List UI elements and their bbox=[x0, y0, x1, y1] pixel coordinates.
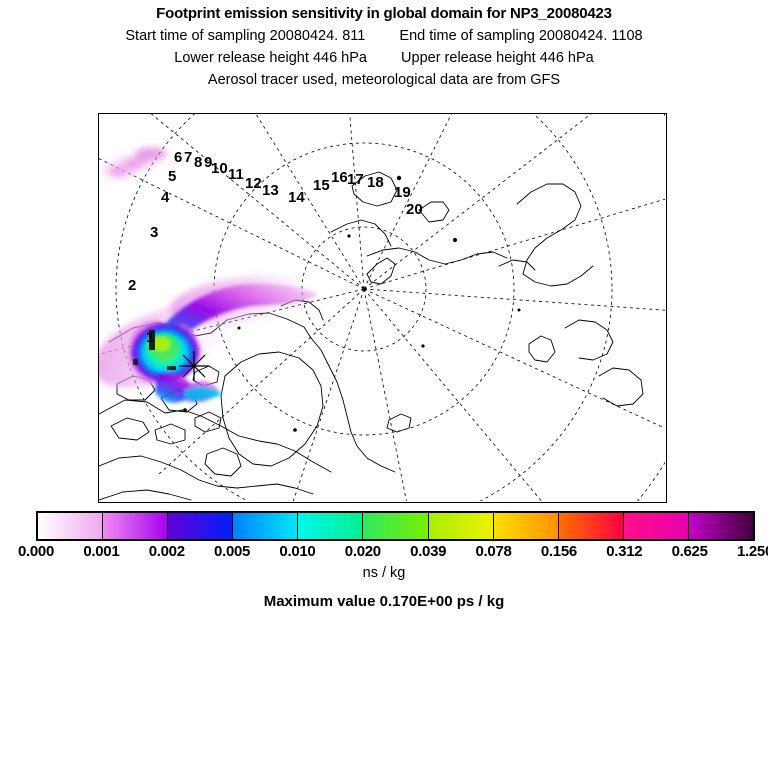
colorbar-tick-8: 0.156 bbox=[540, 543, 577, 560]
lower-release-label: Lower release height bbox=[174, 50, 309, 66]
start-time-value: 20080424. 811 bbox=[269, 28, 366, 44]
colorbar-tick-10: 0.625 bbox=[671, 543, 708, 560]
trajectory-label-12: 12 bbox=[245, 175, 262, 192]
trajectory-label-5: 5 bbox=[168, 168, 177, 185]
colorbar-tick-5: 0.020 bbox=[344, 543, 381, 560]
trajectory-label-15: 15 bbox=[313, 177, 330, 194]
end-time-label: End time of sampling bbox=[399, 28, 535, 44]
colorbar-tick-1: 0.001 bbox=[83, 543, 120, 560]
graticule-parallels bbox=[115, 114, 665, 501]
colorbar-segment-7 bbox=[493, 513, 559, 539]
page-title: Footprint emission sensitivity in global… bbox=[156, 5, 612, 22]
map-plot-area bbox=[98, 113, 667, 503]
trajectory-label-4: 4 bbox=[161, 189, 170, 206]
trajectory-label-2: 2 bbox=[128, 277, 137, 294]
trajectory-label-13: 13 bbox=[262, 182, 279, 199]
trajectory-label-19: 19 bbox=[394, 184, 411, 201]
upper-release-value: 446 hPa bbox=[539, 50, 594, 66]
trajectory-label-14: 14 bbox=[288, 189, 305, 206]
colorbar-gradient bbox=[36, 511, 755, 541]
colorbar-segment-9 bbox=[623, 513, 689, 539]
start-time-label: Start time of sampling bbox=[125, 28, 266, 44]
colorbar-segment-8 bbox=[558, 513, 624, 539]
trajectory-label-11: 11 bbox=[228, 166, 244, 183]
lower-release-value: 446 hPa bbox=[312, 50, 367, 66]
footprint-plume bbox=[99, 147, 319, 403]
release-height-line: Lower release height 446 hPa Upper relea… bbox=[0, 50, 768, 66]
colorbar-segment-3 bbox=[233, 513, 299, 539]
trajectory-label-16: 16 bbox=[331, 169, 348, 186]
trajectory-label-10: 10 bbox=[211, 160, 228, 177]
colorbar-unit-label: ns / kg bbox=[362, 565, 406, 581]
trajectory-label-20: 20 bbox=[406, 201, 423, 218]
colorbar-tick-6: 0.039 bbox=[410, 543, 447, 560]
colorbar-segment-5 bbox=[363, 513, 429, 539]
colorbar-segment-6 bbox=[428, 513, 494, 539]
sampling-time-line: Start time of sampling 20080424. 811 End… bbox=[0, 28, 768, 44]
colorbar-tick-labels: 0.000 0.001 0.002 0.005 0.010 0.020 0.039 0.078… bbox=[0, 543, 768, 563]
trajectory-label-3: 3 bbox=[150, 224, 159, 241]
trajectory-label-6: 6 bbox=[174, 149, 183, 166]
colorbar-tick-9: 0.312 bbox=[606, 543, 643, 560]
colorbar-segment-10 bbox=[688, 513, 754, 539]
upper-release-label: Upper release height bbox=[401, 50, 536, 66]
colorbar-segment-0 bbox=[38, 513, 104, 539]
colorbar-tick-2: 0.002 bbox=[148, 543, 185, 560]
colorbar bbox=[36, 511, 755, 541]
colorbar-segment-1 bbox=[103, 513, 169, 539]
trajectory-label-18: 18 bbox=[367, 174, 384, 191]
colorbar-tick-7: 0.078 bbox=[475, 543, 512, 560]
maximum-value-text: Maximum value 0.170E+00 ps / kg bbox=[263, 593, 505, 610]
end-time-value: 20080424. 1108 bbox=[538, 28, 643, 44]
trajectory-label-8: 8 bbox=[194, 154, 203, 171]
colorbar-segment-2 bbox=[168, 513, 234, 539]
method-note: Aerosol tracer used, meteorological data… bbox=[207, 72, 561, 88]
header-block: Footprint emission sensitivity in global… bbox=[0, 0, 768, 88]
colorbar-tick-11: 1.250 bbox=[736, 543, 768, 560]
colorbar-tick-4: 0.010 bbox=[279, 543, 316, 560]
trajectory-label-7: 7 bbox=[184, 149, 193, 166]
trajectory-label-9: 9 bbox=[204, 154, 213, 171]
trajectory-label-17: 17 bbox=[347, 171, 364, 188]
colorbar-tick-3: 0.005 bbox=[214, 543, 251, 560]
trajectory-label-1: 1 bbox=[146, 329, 155, 346]
colorbar-segment-4 bbox=[298, 513, 364, 539]
colorbar-tick-0: 0.000 bbox=[17, 543, 55, 560]
